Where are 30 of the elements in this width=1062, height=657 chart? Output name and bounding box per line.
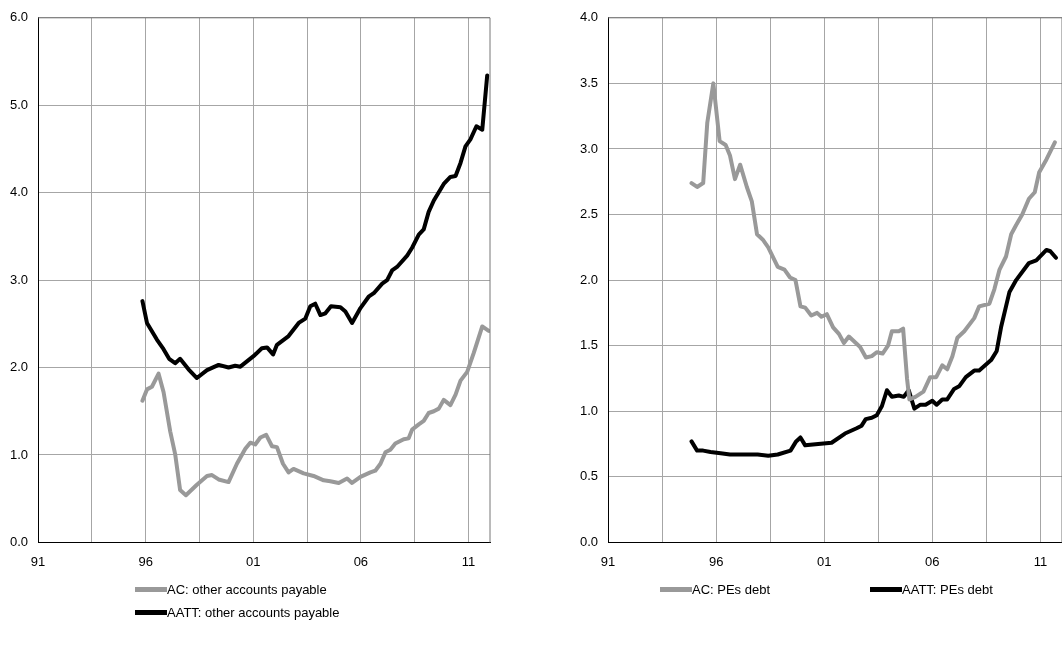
- y-tick-label: 0.0: [9, 533, 29, 549]
- x-tick-label: 96: [138, 553, 153, 569]
- x-tick-label: 06: [925, 553, 940, 569]
- y-tick-label: 0.0: [579, 533, 599, 549]
- y-tick-label: 0.5: [579, 468, 599, 484]
- x-tick-label: 11: [1033, 553, 1048, 569]
- y-tick-label: 3.0: [579, 140, 599, 156]
- y-tick-label: 2.0: [579, 271, 599, 287]
- y-tick-label: 1.5: [579, 337, 599, 353]
- legend-label: AATT: PEs debt: [902, 582, 993, 597]
- x-tick-label: 96: [708, 553, 724, 569]
- x-tick-label: 06: [353, 553, 369, 569]
- legend-label: AC: other accounts payable: [167, 582, 327, 597]
- x-tick-label: 01: [246, 553, 261, 569]
- y-tick-label: 4.0: [579, 9, 599, 25]
- x-tick-label: 91: [600, 553, 616, 569]
- x-tick-label: 01: [816, 553, 832, 569]
- y-tick-label: 3.5: [579, 74, 599, 90]
- y-tick-label: 3.0: [9, 271, 29, 287]
- y-tick-label: 2.0: [9, 359, 29, 375]
- legend-label: AATT: other accounts payable: [167, 605, 340, 620]
- y-tick-label: 2.5: [579, 206, 599, 222]
- y-tick-label: 4.0: [9, 184, 29, 200]
- x-tick-label: 91: [30, 553, 46, 569]
- y-tick-label: 6.0: [9, 9, 29, 25]
- y-tick-label: 5.0: [9, 96, 29, 112]
- y-tick-label: 1.0: [579, 402, 599, 418]
- legend-label: AC: PEs debt: [692, 582, 771, 597]
- x-tick-label: 11: [461, 553, 476, 569]
- y-tick-label: 1.0: [9, 446, 29, 462]
